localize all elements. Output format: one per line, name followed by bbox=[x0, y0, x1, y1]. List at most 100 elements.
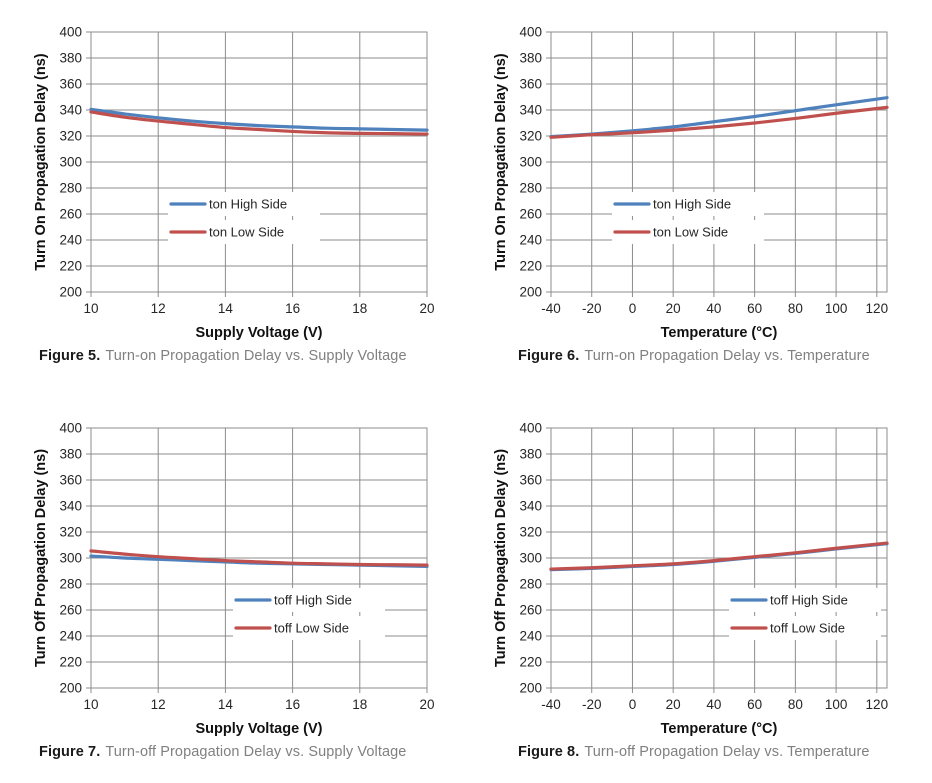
y-tick-label: 320 bbox=[59, 129, 82, 144]
legend: toff High Side toff Low Side bbox=[729, 588, 881, 640]
legend-label: toff High Side bbox=[770, 593, 848, 608]
y-tick-label: 360 bbox=[59, 77, 82, 92]
figure-6-block: 200 220 240 260 280 300 320 340 360 380 400 -40 -20 0… bbox=[491, 10, 931, 364]
y-tick-label: 400 bbox=[59, 25, 82, 40]
x-tick-label: 12 bbox=[151, 697, 166, 712]
y-tick-label: 200 bbox=[519, 285, 542, 300]
y-tick-label: 380 bbox=[519, 51, 542, 66]
x-tick-label: 60 bbox=[747, 697, 762, 712]
y-tick-label: 280 bbox=[519, 577, 542, 592]
x-tick-label: 40 bbox=[706, 301, 721, 316]
y-axis-title: Turn Off Propagation Delay (ns) bbox=[33, 449, 49, 667]
series-line-ton-high-side bbox=[89, 107, 429, 132]
legend-item-ton-high-side: ton High Side bbox=[168, 192, 320, 216]
y-tick-label: 220 bbox=[59, 655, 82, 670]
legend-label: toff High Side bbox=[274, 593, 352, 608]
gridlines bbox=[86, 31, 428, 297]
x-tick-label: 16 bbox=[285, 301, 300, 316]
series-line-ton-low-side bbox=[89, 110, 429, 136]
legend: toff High Side toff Low Side bbox=[233, 588, 385, 640]
y-tick-label: 260 bbox=[519, 603, 542, 618]
x-tick-label: 20 bbox=[419, 301, 434, 316]
legend-item-toff-high-side: toff High Side bbox=[729, 588, 881, 612]
y-tick-label: 260 bbox=[519, 207, 542, 222]
figure-6-title: Turn-on Propagation Delay vs. Temperatur… bbox=[584, 348, 870, 364]
x-axis-title: Temperature (°C) bbox=[661, 721, 778, 737]
legend-item-ton-low-side: ton Low Side bbox=[168, 220, 320, 244]
y-tick-label: 400 bbox=[519, 421, 542, 436]
y-tick-label: 320 bbox=[59, 525, 82, 540]
x-tick-label: 0 bbox=[629, 301, 637, 316]
tick-labels: 200 220 240 260 280 300 320 340 360 380 400 10 12 14 1… bbox=[59, 25, 434, 317]
x-tick-label: 80 bbox=[788, 697, 803, 712]
y-tick-label: 360 bbox=[519, 473, 542, 488]
figure-5-plot: 200 220 240 260 280 300 320 340 360 380 400 10 12 14 1… bbox=[33, 25, 435, 342]
y-tick-label: 360 bbox=[59, 473, 82, 488]
figure-8-label: Figure 8. bbox=[518, 744, 580, 760]
y-tick-label: 260 bbox=[59, 207, 82, 222]
y-tick-label: 280 bbox=[519, 181, 542, 196]
x-tick-label: 60 bbox=[747, 301, 762, 316]
y-tick-label: 220 bbox=[59, 259, 82, 274]
series-line-ton-high-side bbox=[549, 96, 889, 139]
y-tick-label: 340 bbox=[59, 103, 82, 118]
y-tick-label: 240 bbox=[519, 233, 542, 248]
legend-label: ton High Side bbox=[209, 197, 287, 212]
figure-6-label: Figure 6. bbox=[518, 348, 580, 364]
gridlines bbox=[546, 31, 888, 297]
y-axis-title: Turn On Propagation Delay (ns) bbox=[33, 53, 49, 270]
x-tick-label: 14 bbox=[218, 301, 234, 316]
x-tick-label: 100 bbox=[825, 301, 848, 316]
y-tick-label: 300 bbox=[59, 551, 82, 566]
y-tick-label: 220 bbox=[519, 655, 542, 670]
figure-7-chart: 200 220 240 260 280 300 320 340 360 380 400 10 12 14 1… bbox=[31, 406, 471, 741]
figure-5-chart: 200 220 240 260 280 300 320 340 360 380 400 10 12 14 1… bbox=[31, 10, 471, 345]
y-tick-label: 380 bbox=[519, 447, 542, 462]
y-tick-label: 380 bbox=[59, 447, 82, 462]
legend: ton High Side ton Low Side bbox=[168, 192, 320, 244]
tick-labels: 200 220 240 260 280 300 320 340 360 380 400 10 12 14 1… bbox=[59, 421, 434, 713]
figure-5-label: Figure 5. bbox=[39, 348, 101, 364]
x-tick-label: 12 bbox=[151, 301, 166, 316]
figure-8-plot: 200 220 240 260 280 300 320 340 360 380 400 -40 -20 0… bbox=[493, 421, 889, 737]
y-tick-label: 240 bbox=[59, 233, 82, 248]
x-axis-title: Supply Voltage (V) bbox=[195, 721, 322, 737]
y-tick-label: 300 bbox=[59, 155, 82, 170]
figure-6-caption: Figure 6. Turn-on Propagation Delay vs. T… bbox=[518, 348, 931, 364]
x-tick-label: 18 bbox=[352, 697, 367, 712]
legend-item-toff-high-side: toff High Side bbox=[233, 588, 385, 612]
y-tick-label: 200 bbox=[59, 681, 82, 696]
y-axis-title: Turn Off Propagation Delay (ns) bbox=[493, 449, 509, 667]
y-tick-label: 260 bbox=[59, 603, 82, 618]
y-tick-label: 360 bbox=[519, 77, 542, 92]
figure-8-chart: 200 220 240 260 280 300 320 340 360 380 400 -40 -20 0… bbox=[491, 406, 931, 741]
x-tick-label: -40 bbox=[541, 301, 561, 316]
series-line-toff-low-side bbox=[549, 541, 889, 571]
x-tick-label: -20 bbox=[582, 301, 602, 316]
x-tick-label: 0 bbox=[629, 697, 637, 712]
x-tick-label: 16 bbox=[285, 697, 300, 712]
y-tick-label: 320 bbox=[519, 129, 542, 144]
figure-8-title: Turn-off Propagation Delay vs. Temperatu… bbox=[584, 744, 870, 760]
figure-5-title: Turn-on Propagation Delay vs. Supply Vol… bbox=[105, 348, 407, 364]
legend-label: ton High Side bbox=[653, 197, 731, 212]
x-tick-label: 120 bbox=[866, 697, 889, 712]
y-tick-label: 320 bbox=[519, 525, 542, 540]
y-tick-label: 200 bbox=[59, 285, 82, 300]
y-tick-label: 380 bbox=[59, 51, 82, 66]
y-tick-label: 340 bbox=[519, 499, 542, 514]
figure-7-plot: 200 220 240 260 280 300 320 340 360 380 400 10 12 14 1… bbox=[33, 421, 435, 738]
figure-6-chart: 200 220 240 260 280 300 320 340 360 380 400 -40 -20 0… bbox=[491, 10, 931, 345]
y-axis-title: Turn On Propagation Delay (ns) bbox=[493, 53, 509, 270]
y-tick-label: 400 bbox=[59, 421, 82, 436]
figure-5-block: 200 220 240 260 280 300 320 340 360 380 400 10 12 14 1… bbox=[31, 10, 471, 365]
x-tick-label: 20 bbox=[419, 697, 434, 712]
y-tick-label: 340 bbox=[59, 499, 82, 514]
figure-8-block: 200 220 240 260 280 300 320 340 360 380 400 -40 -20 0… bbox=[491, 406, 931, 760]
x-axis-title: Temperature (°C) bbox=[661, 325, 778, 341]
series-line-toff-low-side bbox=[89, 549, 429, 567]
figure-8-caption: Figure 8. Turn-off Propagation Delay vs. … bbox=[518, 744, 931, 760]
y-tick-label: 240 bbox=[59, 629, 82, 644]
legend-label: toff Low Side bbox=[770, 621, 845, 636]
legend-item-toff-low-side: toff Low Side bbox=[233, 616, 385, 640]
